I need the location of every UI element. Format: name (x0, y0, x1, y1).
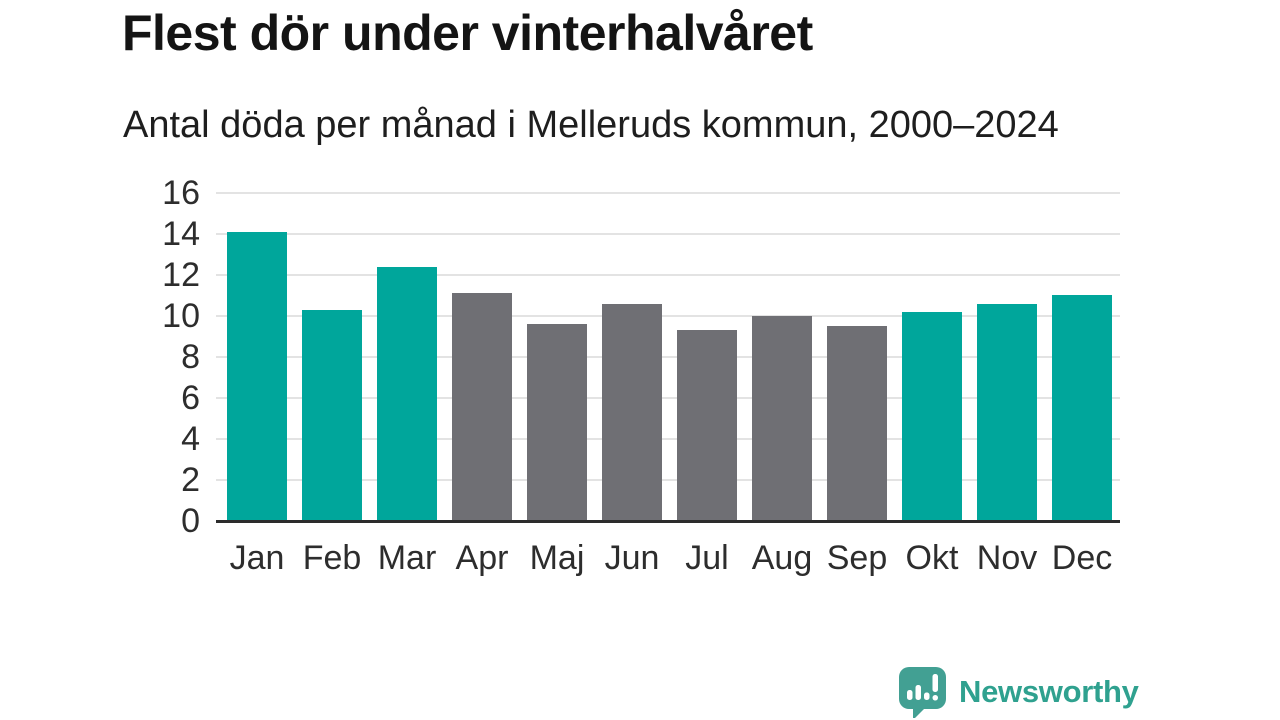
x-tick-label-feb: Feb (302, 539, 362, 577)
x-axis-line (216, 520, 1120, 523)
gridline-y-2 (216, 479, 1120, 481)
newsworthy-speech-bubble-bar-chart-icon (899, 667, 946, 718)
x-tick-label-jun: Jun (604, 539, 660, 577)
y-tick-label-14: 14 (162, 215, 200, 253)
y-tick-label-4: 4 (181, 420, 200, 458)
gridline-y-6 (216, 397, 1120, 399)
y-tick-label-8: 8 (181, 338, 200, 376)
y-tick-label-16: 16 (162, 174, 200, 212)
x-tick-label-dec: Dec (1051, 539, 1113, 577)
gridline-y-10 (216, 315, 1120, 317)
bar-feb (302, 310, 362, 521)
x-tick-label-aug: Aug (751, 539, 813, 577)
x-tick-label-apr: Apr (455, 539, 509, 577)
bar-nov (977, 304, 1037, 521)
y-tick-label-12: 12 (162, 256, 200, 294)
bar-jul (677, 330, 737, 521)
bar-apr (452, 293, 512, 521)
bar-sep (827, 326, 887, 521)
plot-area (216, 192, 1120, 523)
x-tick-label-mar: Mar (377, 539, 437, 577)
x-tick-label-sep: Sep (826, 539, 888, 577)
x-tick-label-nov: Nov (976, 539, 1038, 577)
exclamation-dot (932, 695, 938, 701)
gridline-y-8 (216, 356, 1120, 358)
mini-bar-chart-glyph (907, 674, 938, 701)
bar-okt (902, 312, 962, 521)
bar-mar (377, 267, 437, 521)
bar-dec (1052, 295, 1112, 521)
x-tick-label-jan: Jan (229, 539, 285, 577)
exclamation-bar (932, 674, 938, 692)
gridline-y-4 (216, 438, 1120, 440)
bar-maj (527, 324, 587, 521)
bar-aug (752, 316, 812, 521)
gridline-y-14 (216, 233, 1120, 235)
x-tick-label-okt: Okt (905, 539, 959, 577)
speech-bubble-shape (899, 667, 946, 718)
gridline-y-12 (216, 274, 1120, 276)
y-tick-label-0: 0 (181, 502, 200, 540)
chart-title: Flest dör under vinterhalvåret (122, 5, 813, 61)
chart-subtitle: Antal döda per månad i Melleruds kommun,… (123, 104, 1059, 146)
y-tick-label-2: 2 (181, 461, 200, 499)
y-tick-label-10: 10 (162, 297, 200, 335)
x-tick-label-maj: Maj (529, 539, 585, 577)
newsworthy-logo-text: Newsworthy (959, 673, 1139, 709)
bar-jan (227, 232, 287, 521)
newsworthy-logo: Newsworthy (897, 665, 1139, 718)
y-tick-label-6: 6 (181, 379, 200, 417)
bar-jun (602, 304, 662, 521)
gridline-y-16 (216, 192, 1120, 194)
x-tick-label-jul: Jul (685, 539, 729, 577)
